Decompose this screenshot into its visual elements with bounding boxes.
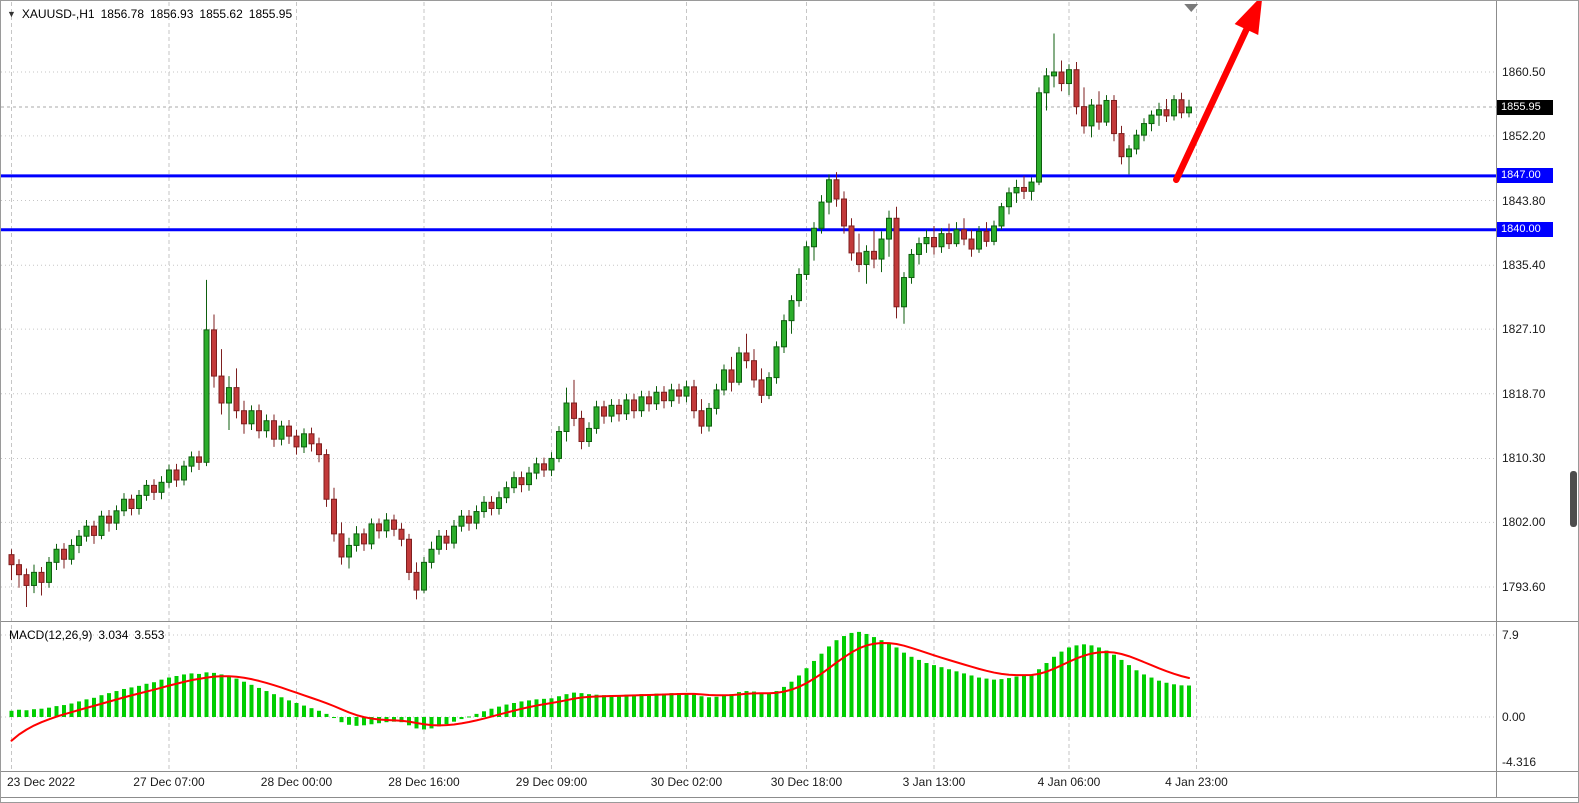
macd-main-value: 3.034 [98, 628, 129, 642]
quote-open: 1856.78 [100, 7, 144, 21]
price-tag-1840.00[interactable]: 1840.00 [1497, 222, 1553, 238]
current-price-tag: 1855.95 [1497, 99, 1553, 115]
price-axis-label: 1852.20 [1502, 128, 1546, 143]
price-axis-label: 1843.80 [1502, 193, 1546, 208]
symbol-timeframe: XAUUSD-,H1 [21, 7, 95, 21]
price-axis-label: 1793.60 [1502, 579, 1546, 594]
date-axis-label: 30 Dec 18:00 [770, 775, 843, 789]
grid-lines [1, 2, 1496, 771]
date-axis-label: 4 Jan 23:00 [1165, 775, 1228, 789]
quote-low: 1855.62 [199, 7, 243, 21]
price-axis-label: 1818.70 [1502, 386, 1546, 401]
date-axis-label: 3 Jan 13:00 [902, 775, 966, 789]
macd-axis-label: 0.00 [1502, 710, 1526, 724]
macd-signal-value: 3.553 [134, 628, 165, 642]
date-axis-label: 28 Dec 16:00 [388, 775, 460, 789]
date-axis-label: 30 Dec 02:00 [650, 775, 723, 789]
arrow-head [1234, 1, 1262, 35]
date-axis-label: 29 Dec 09:00 [515, 775, 588, 789]
price-axis-label: 1802.00 [1502, 515, 1546, 530]
date-axis-label: 28 Dec 00:00 [260, 775, 333, 789]
date-axis-label: 4 Jan 06:00 [1037, 775, 1101, 789]
price-axis-label: 1810.30 [1502, 451, 1546, 466]
price-axis-label: 1860.50 [1502, 65, 1546, 79]
symbol-info: ▼ XAUUSD-,H1 1856.78 1856.93 1855.62 185… [7, 7, 292, 21]
price-axis-label: 1835.40 [1502, 258, 1546, 273]
macd-axis-label: -4.316 [1502, 754, 1537, 769]
macd-indicator-label: MACD(12,26,9) 3.034 3.553 [9, 628, 164, 642]
chart-shift-marker[interactable] [1184, 4, 1199, 12]
price-axis-label: 1827.10 [1502, 322, 1546, 337]
quote-close: 1855.95 [248, 7, 293, 21]
scrollbar-thumb[interactable] [1570, 471, 1577, 527]
macd-histogram [9, 631, 1191, 730]
quote-high: 1856.93 [150, 7, 194, 21]
candlesticks [8, 33, 1192, 608]
chevron-down-icon[interactable]: ▼ [7, 9, 16, 19]
trend-arrow[interactable] [1173, 1, 1262, 184]
macd-axis-label: 7.9 [1502, 627, 1519, 642]
date-axis-label: 27 Dec 07:00 [133, 775, 205, 789]
macd-signal-line [10, 642, 1190, 742]
macd-title: MACD(12,26,9) [9, 628, 93, 642]
date-axis-label: 23 Dec 2022 [7, 775, 76, 789]
price-tag-1847.00[interactable]: 1847.00 [1497, 168, 1553, 184]
